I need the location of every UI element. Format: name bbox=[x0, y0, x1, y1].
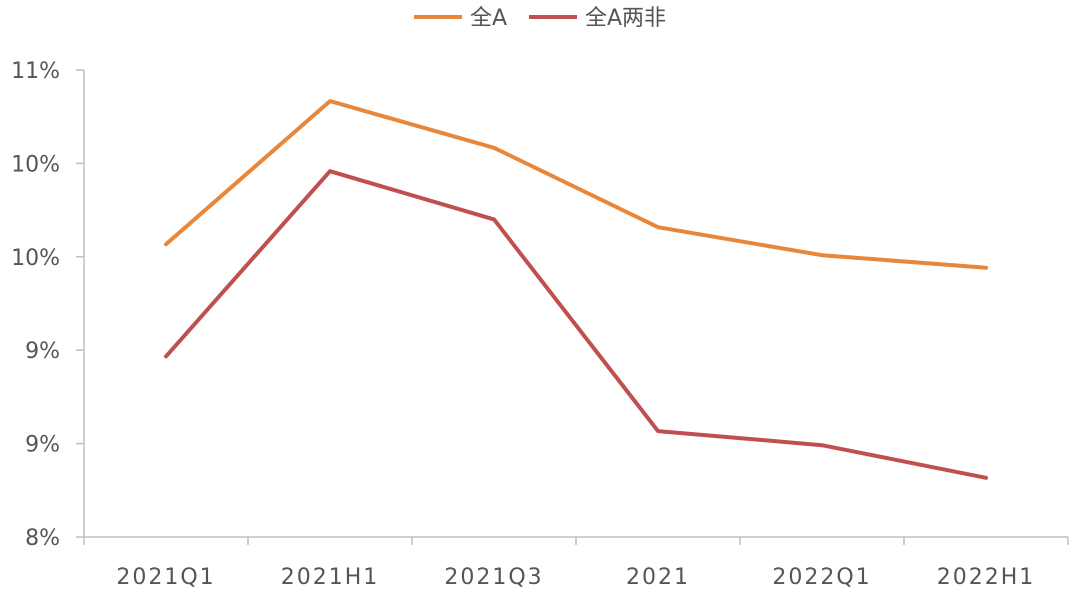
legend: 全A 全A两非 bbox=[413, 6, 666, 31]
series-line-2 bbox=[164, 169, 988, 480]
x-tick-label: 2021Q3 bbox=[444, 565, 543, 590]
axes bbox=[83, 70, 1068, 538]
x-axis-ticks: 2021Q1 2021H1 2021Q3 2021 2022Q1 2022H1 bbox=[83, 537, 1069, 590]
series-lines bbox=[164, 99, 988, 480]
x-tick-label: 2021 bbox=[626, 565, 690, 590]
y-tick-label: 10% bbox=[11, 152, 60, 177]
x-tick-label: 2021Q1 bbox=[116, 565, 215, 590]
x-tick-label: 2022H1 bbox=[937, 565, 1036, 590]
y-tick-label: 9% bbox=[25, 433, 60, 458]
y-tick-label: 8% bbox=[25, 526, 60, 551]
y-tick-label: 11% bbox=[11, 59, 60, 84]
x-tick-label: 2021H1 bbox=[281, 565, 380, 590]
legend-label-1: 全A bbox=[470, 6, 507, 31]
x-tick-label: 2022Q1 bbox=[772, 565, 871, 590]
legend-label-2: 全A两非 bbox=[585, 6, 666, 31]
y-tick-label: 9% bbox=[25, 339, 60, 364]
y-tick-label: 10% bbox=[11, 246, 60, 271]
series-line-1 bbox=[164, 99, 988, 270]
y-axis-ticks: 8% 9% 9% 10% 10% 11% bbox=[11, 59, 84, 551]
